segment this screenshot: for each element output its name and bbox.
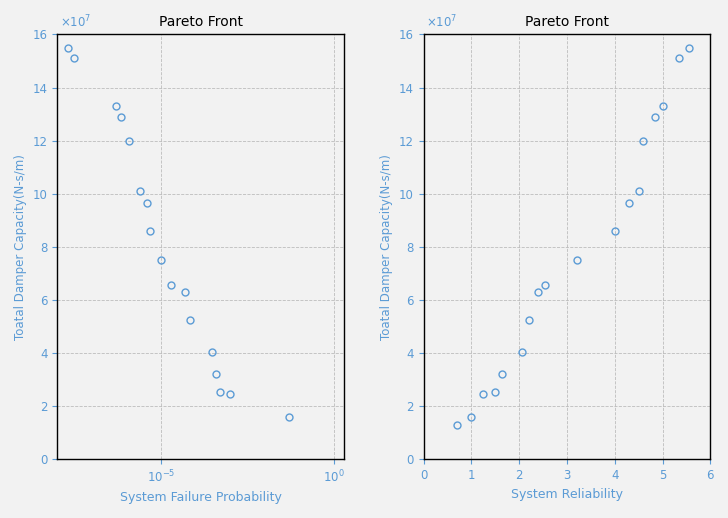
Y-axis label: Toatal Damper Capacity(N-s/m): Toatal Damper Capacity(N-s/m) xyxy=(380,154,393,340)
Title: Pareto Front: Pareto Front xyxy=(159,15,242,29)
Text: $\times\mathregular{10}^{\mathregular{7}}$: $\times\mathregular{10}^{\mathregular{7}… xyxy=(60,13,92,30)
X-axis label: System Failure Probability: System Failure Probability xyxy=(119,491,282,504)
Title: Pareto Front: Pareto Front xyxy=(525,15,609,29)
X-axis label: System Reliability: System Reliability xyxy=(511,487,623,500)
Text: $\times\mathregular{10}^{\mathregular{7}}$: $\times\mathregular{10}^{\mathregular{7}… xyxy=(427,13,458,30)
Y-axis label: Toatal Damper Capacity(N-s/m): Toatal Damper Capacity(N-s/m) xyxy=(14,154,27,340)
